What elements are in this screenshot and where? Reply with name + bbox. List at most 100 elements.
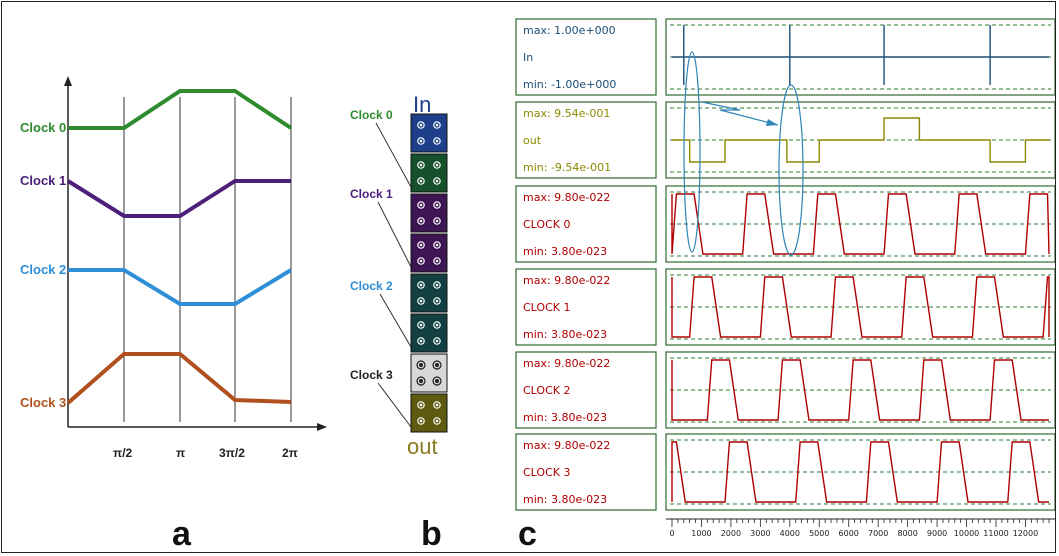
trace-name-label: CLOCK 3: [523, 466, 570, 479]
cell-dot: [416, 360, 426, 370]
cell-dot: [417, 401, 425, 409]
trace-label-box: [515, 18, 657, 96]
cell-dot: [417, 257, 425, 265]
panel-a-label-clock-0: Clock 0: [20, 120, 66, 135]
trace-row-1: max: 9.54e-001 out min: -9.54e-001: [515, 101, 1055, 179]
simulation-x-axis: 0 1000 2000 3000 4000 5000 6000 7000 8000 9000 100…: [666, 518, 1055, 538]
axis-label: 3000: [750, 529, 770, 538]
cell-dot: [433, 281, 441, 289]
annotation-arrow-head: [766, 119, 778, 126]
tick-three-pi-half: 3π/2: [219, 446, 245, 460]
trace-row-5: max: 9.80e-022 CLOCK 3 min: 3.80e-023: [515, 433, 1055, 511]
axis-label: 1000: [691, 529, 711, 538]
panel-b-label-clock-0: Clock 0: [350, 108, 393, 122]
trace-name-label: CLOCK 2: [523, 384, 570, 397]
panel-a-label-clock-3: Clock 3: [20, 395, 66, 410]
cell-dot-center: [435, 323, 439, 327]
trace-row-4: max: 9.80e-022 CLOCK 2 min: 3.80e-023: [515, 351, 1055, 429]
cell-dot-center: [419, 323, 423, 327]
cell-dot-center: [435, 299, 439, 303]
trace-row-0: max: 1.00e+000 In min: -1.00e+000: [515, 18, 1055, 96]
tick-pi: π: [176, 446, 185, 460]
axis-label: 2000: [721, 529, 741, 538]
panel-b-letter: b: [421, 515, 442, 553]
cell-dot: [433, 137, 441, 145]
cell-dot-center: [435, 403, 439, 407]
cell-dot-center: [419, 163, 423, 167]
panel-a-y-axis-arrow: [64, 76, 72, 86]
trace-min-label: min: 3.80e-023: [523, 493, 607, 506]
cell-dot-center: [435, 179, 439, 183]
panel-b-label-clock-3: Clock 3: [350, 368, 393, 382]
annotation-arrow: [701, 101, 779, 126]
cell-dot: [417, 241, 425, 249]
cell-output: [410, 393, 448, 433]
cell-dot-center: [419, 123, 423, 127]
cell-dot-center: [419, 219, 423, 223]
trace-label-box: [515, 433, 657, 511]
panel-b-label-clock-2: Clock 2: [350, 279, 393, 293]
cell-dot-center: [435, 419, 439, 423]
connector-clock-2: [379, 293, 412, 348]
clock-0-waveform: [68, 89, 293, 130]
cell-dot: [417, 417, 425, 425]
trace-label-box: [515, 351, 657, 429]
cell-dot-center: [419, 243, 423, 247]
cell-dot-center: [419, 299, 423, 303]
cell-dot-center: [435, 163, 439, 167]
panel-a-x-axis-arrow: [317, 423, 327, 431]
cell-dot-center: [435, 139, 439, 143]
trace-waveform: [671, 276, 1050, 338]
panel-a-letter: a: [172, 515, 192, 553]
cell-dot: [432, 376, 442, 386]
panel-a-clock-phase-diagram: Clock 0 Clock 1 Clock 2 Clock 3 π/2 π 3π…: [20, 76, 327, 553]
cell-dot-center: [435, 339, 439, 343]
trace-row-2: max: 9.80e-022 CLOCK 0 min: 3.80e-023: [515, 185, 1055, 263]
trace-waveform: [671, 359, 1049, 421]
cell-dot: [433, 121, 441, 129]
cell-clock-1-a: [410, 193, 448, 233]
panel-b-label-clock-1: Clock 1: [350, 187, 393, 201]
cell-dot-center: [435, 379, 439, 383]
trace-waveform: [672, 117, 1049, 163]
qca-cells: [410, 113, 448, 433]
trace-max-label: max: 1.00e+000: [523, 24, 616, 37]
cell-dot: [417, 201, 425, 209]
axis-label: 12000: [1013, 529, 1038, 538]
panel-b-out-label: out: [407, 434, 438, 459]
cell-dot: [433, 337, 441, 345]
cell-dot: [433, 417, 441, 425]
cell-dot-center: [419, 283, 423, 287]
trace-row-3: max: 9.80e-022 CLOCK 1 min: 3.80e-023: [515, 268, 1055, 346]
cell-dot: [432, 360, 442, 370]
axis-label: 10000: [954, 529, 979, 538]
cell-dot: [417, 281, 425, 289]
trace-min-label: min: 3.80e-023: [523, 411, 607, 424]
connector-clock-1: [377, 201, 412, 268]
cell-dot: [417, 177, 425, 185]
cell-dot: [417, 121, 425, 129]
cell-dot-center: [419, 419, 423, 423]
cell-dot-center: [419, 259, 423, 263]
cell-dot-center: [435, 283, 439, 287]
axis-label: 4000: [780, 529, 800, 538]
panel-b-in-label: In: [413, 92, 431, 117]
cell-dot: [433, 321, 441, 329]
cell-dot-center: [435, 243, 439, 247]
annotation-ellipse-right: [778, 84, 804, 256]
cell-dot: [417, 161, 425, 169]
panel-b-qca-cell-chain: In Clock 0 Clock 1 Clock 2 Clock 3 out b: [350, 92, 448, 553]
clock-1-waveform: [66, 179, 291, 218]
connector-clock-0: [375, 122, 412, 188]
trace-min-label: min: 3.80e-023: [523, 328, 607, 341]
cell-dot: [433, 177, 441, 185]
trace-label-box: [515, 268, 657, 346]
cell-dot: [417, 297, 425, 305]
axis-label: 11000: [983, 529, 1008, 538]
cell-dot: [433, 257, 441, 265]
trace-min-label: min: 3.80e-023: [523, 245, 607, 258]
connector-clock-3: [377, 382, 412, 428]
cell-dot: [433, 217, 441, 225]
trace-waveform: [672, 25, 1049, 85]
